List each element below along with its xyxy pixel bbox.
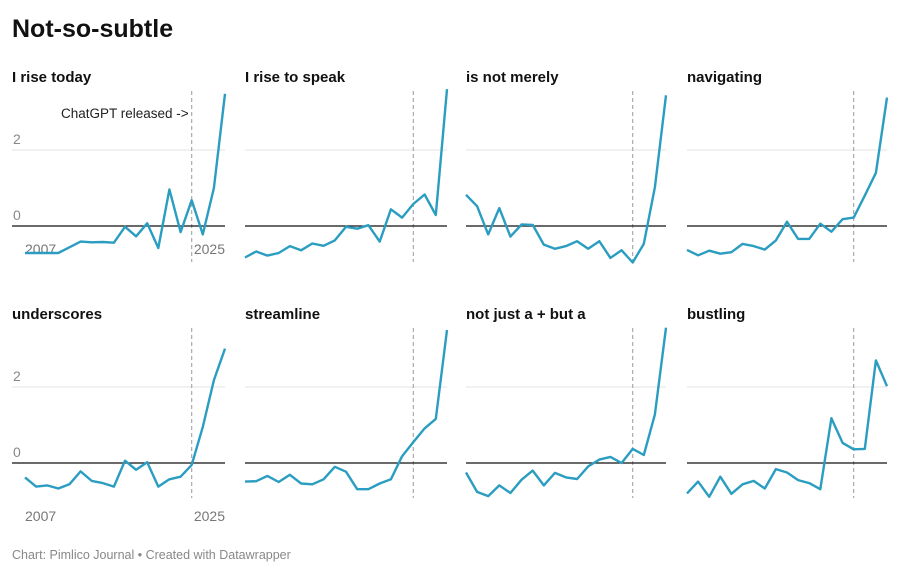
y-tick-label: 2	[13, 368, 21, 384]
series-line	[244, 89, 449, 259]
series-line	[465, 95, 668, 264]
x-tick-label: 2007	[25, 508, 56, 524]
panel-title: I rise today	[12, 69, 92, 86]
series-line	[686, 97, 889, 257]
x-tick-label: 2025	[194, 241, 225, 257]
panel-title: is not merely	[466, 69, 559, 86]
series-line	[25, 93, 227, 255]
series-line	[244, 329, 449, 491]
y-tick-label: 0	[13, 207, 21, 223]
x-tick-label: 2007	[25, 241, 56, 257]
panel-title: streamline	[245, 306, 320, 323]
series-line	[686, 359, 889, 498]
chart-title: Not-so-subtle	[12, 15, 173, 43]
panel-title: bustling	[687, 306, 745, 323]
y-tick-label: 2	[13, 131, 21, 147]
panel-title: underscores	[12, 306, 102, 323]
series-line	[464, 327, 668, 498]
y-tick-label: 0	[13, 444, 21, 460]
chatgpt-annotation: ChatGPT released ->	[61, 106, 189, 121]
series-line	[24, 348, 227, 490]
chart-footer: Chart: Pimlico Journal • Created with Da…	[12, 548, 291, 562]
panel-title: I rise to speak	[245, 69, 346, 86]
panel-title: navigating	[687, 69, 762, 86]
x-tick-label: 2025	[194, 508, 225, 524]
panel-title: not just a + but a	[466, 306, 586, 323]
